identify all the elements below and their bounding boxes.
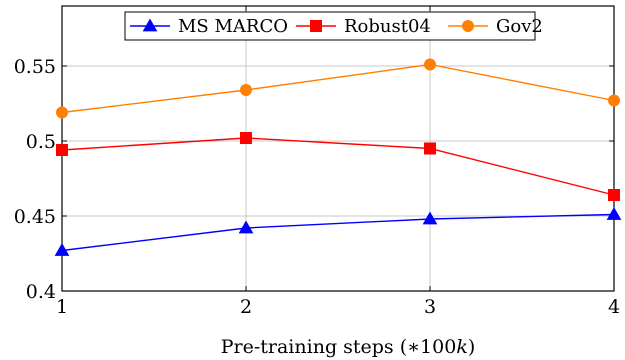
plot-frame [61,5,615,292]
legend-label: Robust04 [344,16,431,37]
series-group [54,58,622,256]
data-point [424,142,436,155]
y-tick-label-1: 0.45 [14,206,56,228]
y-tick-label-0: 0.4 [26,281,56,303]
axis-ticks: 1 2 3 4 0.4 0.45 0.5 0.55 [14,6,620,318]
legend: MS MARCO Robust04 Gov2 [124,11,543,41]
legend-label: Gov2 [496,16,543,37]
data-point [422,211,438,225]
x-axis-title-text: Pre-training steps (∗100 [221,336,457,358]
x-tick-label-0: 1 [56,296,68,318]
legend-item: MS MARCO [130,16,288,37]
x-axis-title: Pre-training steps (∗100k) [221,336,476,358]
data-point [424,58,436,71]
y-tick-label-3: 0.55 [14,56,56,78]
x-tick-label-1: 2 [240,296,252,318]
data-point [606,206,622,220]
data-point [54,242,70,256]
data-point [608,189,620,201]
series-line [61,63,615,114]
series-ms-marco [54,206,622,256]
series-gov2 [56,58,620,119]
legend-item: Robust04 [296,16,431,37]
x-axis-title-unit: k [456,336,468,358]
x-tick-label-3: 4 [608,296,620,318]
legend-swatch-marker [462,20,474,32]
legend-swatch-marker [310,20,322,32]
data-point [240,84,252,96]
legend-label: MS MARCO [178,16,288,37]
x-axis-title-close: ) [468,336,475,358]
x-tick-label-2: 3 [424,296,436,318]
data-point [56,144,68,156]
series-line [61,137,615,196]
data-point [56,106,68,119]
legend-swatch-marker [142,18,158,32]
y-tick-label-2: 0.5 [26,131,56,153]
data-point [240,132,252,144]
legend-item: Gov2 [448,16,543,37]
grid [61,6,615,292]
data-point [608,94,620,107]
series-robust04 [56,132,620,201]
series-line [61,213,615,252]
data-point [238,220,254,234]
